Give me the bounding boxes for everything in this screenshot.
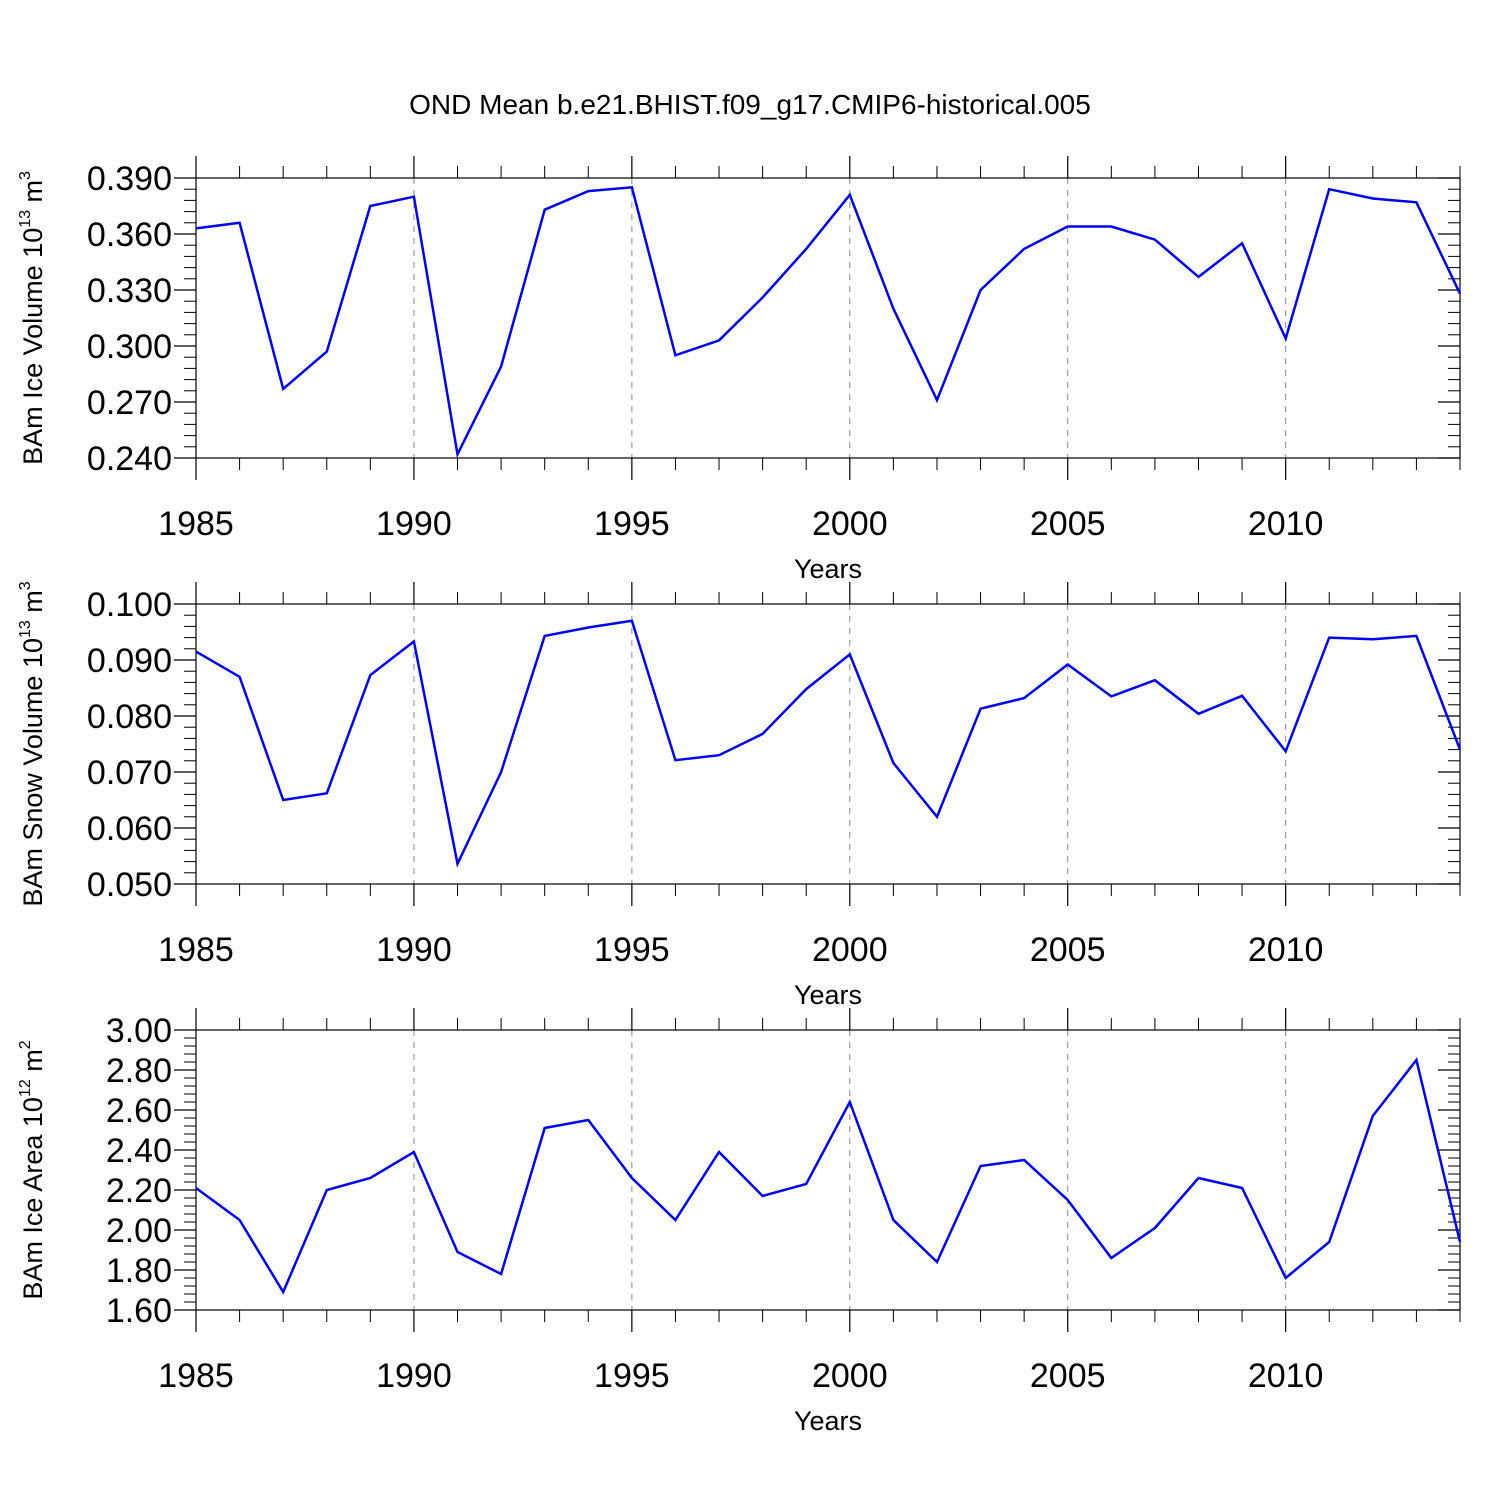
x-tick-label-2000: 2000 (812, 1357, 888, 1395)
x-tick-label-1985: 1985 (158, 931, 234, 969)
x-tick-label-1990: 1990 (376, 505, 452, 543)
y-tick-label-1.60: 1.60 (106, 1292, 172, 1330)
y-tick-label-0.080: 0.080 (87, 698, 172, 736)
x-tick-label-2010: 2010 (1248, 1357, 1324, 1395)
y-tick-label-0.090: 0.090 (87, 642, 172, 680)
x-tick-label-2010: 2010 (1248, 931, 1324, 969)
chart-panel-1: 1985 1990 1995 2000 2005 2010 0.240 0.270 0.300 0… (17, 156, 1462, 584)
plot-frame (195, 1029, 1461, 1311)
x-tick-label-2000: 2000 (812, 505, 888, 543)
y-tick-label-0.050: 0.050 (87, 866, 172, 904)
x-tick-label-1985: 1985 (158, 1357, 234, 1395)
x-axis-title: Years (794, 1406, 862, 1436)
x-tick-label-2005: 2005 (1030, 931, 1106, 969)
x-tick-label-1990: 1990 (376, 1357, 452, 1395)
y-tick-label-2.00: 2.00 (106, 1212, 172, 1250)
y-axis-title: BAm Ice Volume 1013 m3 (17, 171, 48, 465)
y-tick-label-2.40: 2.40 (106, 1132, 172, 1170)
y-tick-label-2.80: 2.80 (106, 1052, 172, 1090)
y-tick-label-0.100: 0.100 (87, 586, 172, 624)
y-tick-label-2.20: 2.20 (106, 1172, 172, 1210)
y-tick-label-0.270: 0.270 (87, 384, 172, 422)
x-tick-label-1995: 1995 (594, 931, 670, 969)
y-tick-label-0.240: 0.240 (87, 440, 172, 478)
x-tick-label-2000: 2000 (812, 931, 888, 969)
y-tick-label-0.300: 0.300 (87, 328, 172, 366)
x-tick-label-1990: 1990 (376, 931, 452, 969)
x-axis-title: Years (794, 980, 862, 1010)
series-line (195, 1057, 1462, 1295)
figure-title: OND Mean b.e21.BHIST.f09_g17.CMIP6-histo… (409, 89, 1091, 120)
x-tick-label-1985: 1985 (158, 505, 234, 543)
y-axis-title: BAm Ice Area 1012 m2 (17, 1040, 48, 1299)
y-axis-title: BAm Snow Volume 1013 m3 (17, 581, 48, 906)
y-tick-label-0.330: 0.330 (87, 272, 172, 310)
x-tick-label-1995: 1995 (594, 505, 670, 543)
x-tick-label-2005: 2005 (1030, 1357, 1106, 1395)
y-tick-label-0.360: 0.360 (87, 216, 172, 254)
panels: 1985 1990 1995 2000 2005 2010 0.240 0.270 0.300 0… (17, 156, 1462, 1436)
y-tick-label-2.60: 2.60 (106, 1092, 172, 1130)
y-tick-label-0.070: 0.070 (87, 754, 172, 792)
x-tick-label-1995: 1995 (594, 1357, 670, 1395)
series-line (195, 619, 1462, 868)
chart-panel-2: 1985 1990 1995 2000 2005 2010 0.050 0.060 0.070 0… (17, 581, 1462, 1010)
plot-frame (195, 177, 1461, 459)
y-tick-label-1.80: 1.80 (106, 1252, 172, 1290)
series-line (195, 185, 1462, 459)
y-tick-label-0.060: 0.060 (87, 810, 172, 848)
chart-panel-3: 1985 1990 1995 2000 2005 2010 1.601.802.002.20… (17, 1008, 1462, 1436)
x-axis-title: Years (794, 554, 862, 584)
y-tick-label-0.390: 0.390 (87, 160, 172, 198)
y-tick-label-3.00: 3.00 (106, 1012, 172, 1050)
plot-frame (195, 603, 1461, 885)
x-tick-label-2005: 2005 (1030, 505, 1106, 543)
x-tick-label-2010: 2010 (1248, 505, 1324, 543)
